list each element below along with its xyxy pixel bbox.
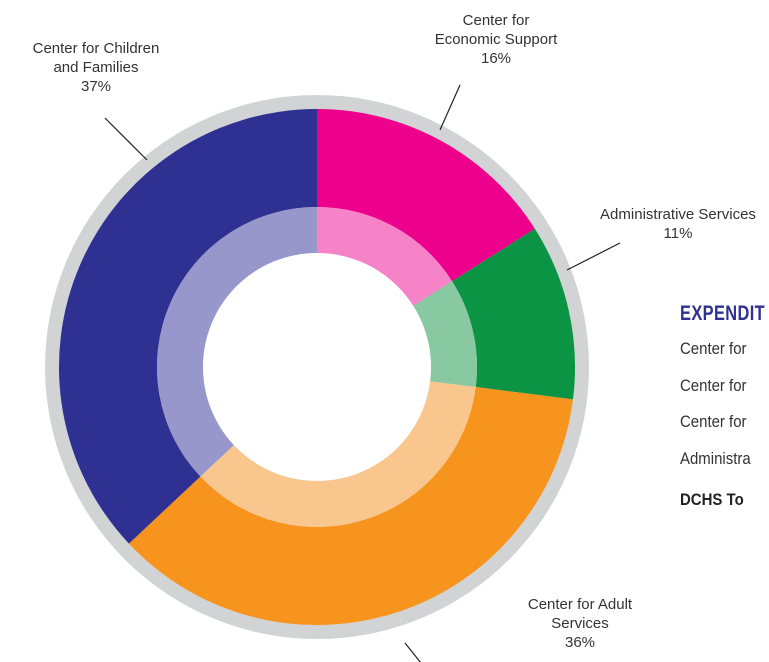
label-percent: 11% (664, 225, 693, 242)
slice-inner-center-for-economic-support (317, 207, 453, 306)
expenditures-title: EXPENDIT (680, 302, 766, 325)
label-line: Services (551, 615, 609, 632)
slice-inner-center-for-adult-services (200, 381, 476, 527)
label-line: Center for Adult (528, 596, 633, 613)
table-row-3: Center for (680, 412, 747, 431)
donut-hole (203, 253, 431, 481)
label-center-for-adult-services: Center for Adult Services 36% (528, 596, 633, 651)
label-line: Center for Children (33, 40, 160, 57)
label-percent: 16% (481, 50, 511, 67)
leader-lines (104, 84, 621, 662)
leader-line-center-for-adult-services (404, 642, 421, 662)
slice-administrative-services (452, 228, 575, 400)
label-line: and Families (53, 59, 138, 76)
slice-labels: Center for Economic Support 16% Administrat… (33, 12, 756, 651)
table-row-4: Administra (680, 449, 751, 468)
slice-inner-administrative-services (413, 281, 478, 388)
label-line: Administrative Services (600, 206, 756, 223)
label-percent: 36% (565, 634, 595, 651)
slice-center-for-children-and-families (58, 109, 318, 544)
leader-line-center-for-economic-support (439, 84, 461, 131)
chart-slices (58, 109, 575, 625)
leader-line-administrative-services (566, 242, 621, 271)
slice-center-for-economic-support (317, 109, 535, 282)
label-line: Economic Support (435, 31, 558, 48)
label-center-for-economic-support: Center for Economic Support 16% (435, 12, 558, 67)
table-row-1: Center for (680, 339, 747, 358)
label-line: Center for (463, 12, 530, 29)
table-row-2: Center for (680, 376, 747, 395)
slice-center-for-adult-services (128, 387, 573, 625)
label-center-for-children-and-families: Center for Children and Families 37% (33, 40, 160, 95)
label-administrative-services: Administrative Services 11% (600, 206, 756, 242)
table-total: DCHS To (680, 490, 744, 509)
label-percent: 37% (81, 78, 111, 95)
leader-line-center-for-children-and-families (104, 117, 148, 161)
slice-inner-center-for-children-and-families (157, 207, 317, 477)
